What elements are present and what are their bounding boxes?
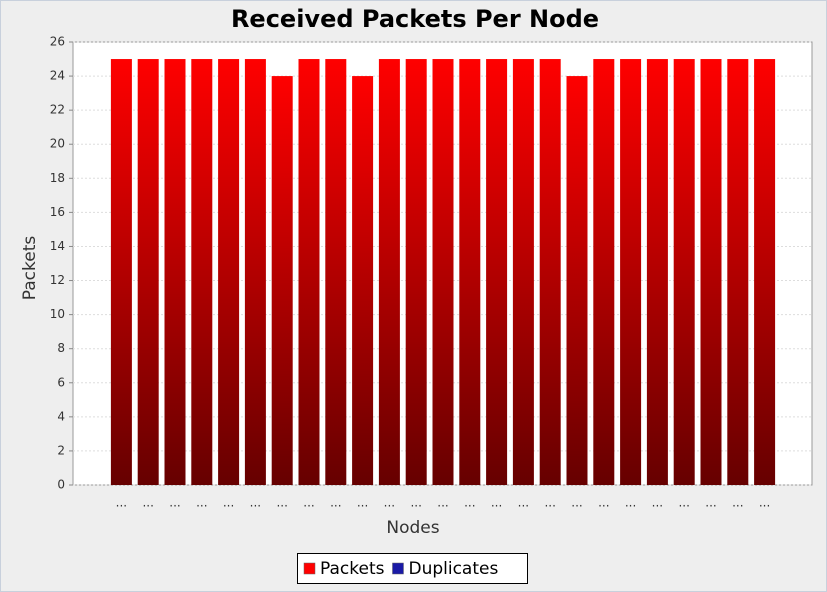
bar bbox=[137, 59, 159, 486]
x-tick-label: ... bbox=[250, 496, 261, 510]
bar bbox=[244, 59, 266, 486]
y-tick-label: 10 bbox=[50, 307, 65, 321]
bar bbox=[164, 59, 186, 486]
y-tick-label: 16 bbox=[50, 205, 65, 219]
x-tick-label: ... bbox=[169, 496, 180, 510]
x-tick-label: ... bbox=[518, 496, 529, 510]
x-tick-label: ... bbox=[625, 496, 636, 510]
bar bbox=[566, 76, 588, 486]
x-tick-label: ... bbox=[678, 496, 689, 510]
x-tick-label: ... bbox=[116, 496, 127, 510]
bar bbox=[539, 59, 561, 486]
bar bbox=[593, 59, 615, 486]
y-tick-label: 12 bbox=[50, 273, 65, 287]
legend-label: Duplicates bbox=[408, 559, 498, 579]
bar bbox=[700, 59, 722, 486]
legend-label: Packets bbox=[320, 559, 385, 579]
x-tick-label: ... bbox=[142, 496, 153, 510]
bar bbox=[405, 59, 427, 486]
chart-title: Received Packets Per Node bbox=[231, 5, 599, 33]
bar bbox=[298, 59, 320, 486]
bar bbox=[646, 59, 668, 486]
x-tick-label: ... bbox=[357, 496, 368, 510]
x-tick-label: ... bbox=[491, 496, 502, 510]
y-tick-label: 0 bbox=[57, 478, 65, 492]
legend-swatch bbox=[303, 562, 316, 575]
y-tick-label: 18 bbox=[50, 171, 65, 185]
y-axis-label: Packets bbox=[20, 236, 40, 301]
x-tick-label: ... bbox=[196, 496, 207, 510]
bar bbox=[191, 59, 213, 486]
bar bbox=[673, 59, 695, 486]
x-tick-label: ... bbox=[705, 496, 716, 510]
x-tick-label: ... bbox=[652, 496, 663, 510]
bar bbox=[459, 59, 481, 486]
y-tick-label: 22 bbox=[50, 103, 65, 117]
x-tick-label: ... bbox=[544, 496, 555, 510]
x-tick-label: ... bbox=[330, 496, 341, 510]
bar bbox=[218, 59, 240, 486]
bar bbox=[325, 59, 347, 486]
bar bbox=[432, 59, 454, 486]
x-tick-label: ... bbox=[732, 496, 743, 510]
bar bbox=[271, 76, 293, 486]
x-tick-label: ... bbox=[303, 496, 314, 510]
x-tick-label: ... bbox=[571, 496, 582, 510]
bar bbox=[727, 59, 749, 486]
legend bbox=[297, 553, 528, 584]
y-tick-label: 14 bbox=[50, 239, 65, 253]
x-tick-label: ... bbox=[759, 496, 770, 510]
bar bbox=[378, 59, 400, 486]
bar bbox=[352, 76, 374, 486]
y-tick-label: 24 bbox=[50, 69, 65, 83]
x-tick-label: ... bbox=[437, 496, 448, 510]
x-tick-label: ... bbox=[464, 496, 475, 510]
bar bbox=[620, 59, 642, 486]
y-tick-label: 2 bbox=[57, 443, 65, 457]
x-tick-label: ... bbox=[598, 496, 609, 510]
x-tick-label: ... bbox=[276, 496, 287, 510]
legend-swatch bbox=[392, 562, 404, 575]
x-tick-label: ... bbox=[384, 496, 395, 510]
y-tick-label: 8 bbox=[57, 341, 65, 355]
y-tick-label: 26 bbox=[50, 35, 65, 49]
bar bbox=[754, 59, 776, 486]
y-tick-label: 4 bbox=[57, 409, 65, 423]
y-tick-label: 6 bbox=[57, 375, 65, 389]
bar bbox=[110, 59, 132, 486]
x-tick-label: ... bbox=[410, 496, 421, 510]
bar bbox=[486, 59, 508, 486]
bar bbox=[512, 59, 534, 486]
x-axis-label: Nodes bbox=[386, 518, 439, 538]
y-tick-label: 20 bbox=[50, 137, 65, 151]
x-tick-label: ... bbox=[223, 496, 234, 510]
